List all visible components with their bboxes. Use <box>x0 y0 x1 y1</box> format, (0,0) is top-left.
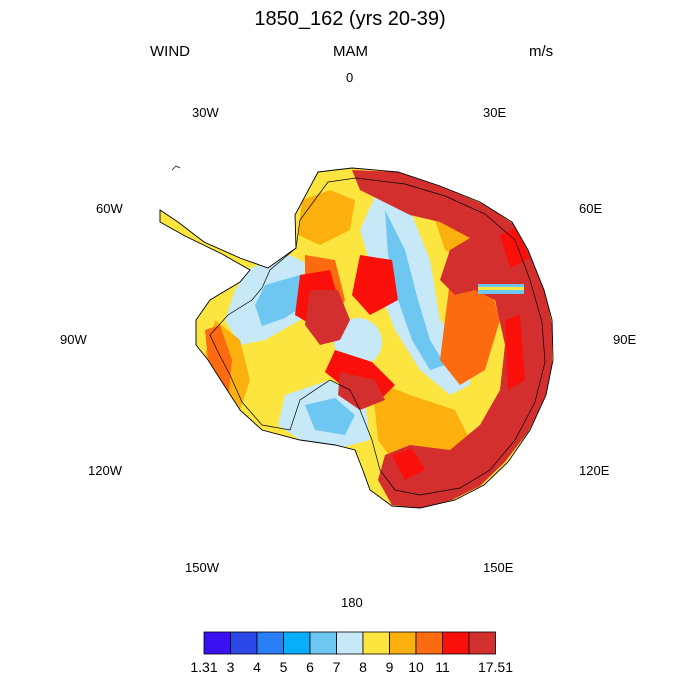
lon-label-30w: 30W <box>192 105 219 120</box>
field-region-darkred-east <box>352 170 552 508</box>
season-label: MAM <box>333 43 368 60</box>
colorbar-tick-label: 4 <box>253 659 261 675</box>
variable-label: WIND <box>150 43 190 60</box>
field-rim-red-s <box>392 448 425 480</box>
colorbar-tick-label: 1.31 <box>190 659 217 675</box>
lon-label-0: 0 <box>346 70 354 85</box>
colorbar-tick-label: 7 <box>333 659 341 675</box>
lon-label-30e: 30E <box>483 105 507 120</box>
field-band-red-north-center <box>352 255 398 315</box>
colorbar-swatch <box>203 631 231 655</box>
colorbar-tick-label: 9 <box>386 659 394 675</box>
colorbar-swatch <box>283 631 311 655</box>
colorbar-swatch <box>415 631 443 655</box>
coastline-grounding-line <box>209 177 546 496</box>
colorbar-swatch <box>468 631 496 655</box>
colorbar-swatch <box>336 631 364 655</box>
field-band-blue-west <box>255 275 312 326</box>
coastline-island <box>171 165 181 171</box>
colorbar-swatch <box>389 631 417 655</box>
field-band-orange-se <box>372 380 470 470</box>
colorbar-tick-label: 5 <box>280 659 288 675</box>
colorbar-swatches <box>203 631 496 655</box>
field-band-redorange-east <box>440 280 500 385</box>
units-label: m/s <box>529 43 554 60</box>
lon-label-150w: 150W <box>185 560 219 575</box>
colorbar-swatch <box>256 631 284 655</box>
coastline-outer <box>159 167 554 509</box>
colorbar-tick-label: 8 <box>359 659 367 675</box>
map-title: 1850_162 (yrs 20-39) <box>254 8 446 30</box>
lon-label-90e: 90E <box>613 332 637 347</box>
field-band-blue-ross <box>305 398 355 435</box>
lon-label-120w: 120W <box>88 463 122 478</box>
lon-label-90w: 90W <box>60 332 87 347</box>
field-region-darkred-center <box>305 290 350 345</box>
colorbar-labels: 1.31 3 4 5 6 7 8 9 10 11 17.51 <box>190 659 513 675</box>
lon-label-150e: 150E <box>483 560 514 575</box>
colorbar-tick-label: 17.51 <box>478 659 513 675</box>
field-rim-red-e <box>505 315 525 390</box>
lon-label-60w: 60W <box>96 201 123 216</box>
colorbar-swatch <box>362 631 390 655</box>
colorbar-swatch <box>309 631 337 655</box>
lon-label-120e: 120E <box>579 463 610 478</box>
colorbar-swatch <box>442 631 470 655</box>
colorbar-tick-label: 10 <box>408 659 424 675</box>
field-region-darkred-south <box>338 372 385 410</box>
field-stripe-artifact-yellow <box>478 287 524 290</box>
field-rim-red-ne <box>500 228 530 268</box>
colorbar-tick-label: 3 <box>227 659 235 675</box>
lon-label-60e: 60E <box>579 201 603 216</box>
colorbar-tick-label: 11 <box>435 659 450 675</box>
colorbar-swatch <box>230 631 258 655</box>
colorbar-tick-label: 6 <box>306 659 314 675</box>
field-band-blue-east <box>385 210 445 370</box>
lon-label-180: 180 <box>341 595 363 610</box>
